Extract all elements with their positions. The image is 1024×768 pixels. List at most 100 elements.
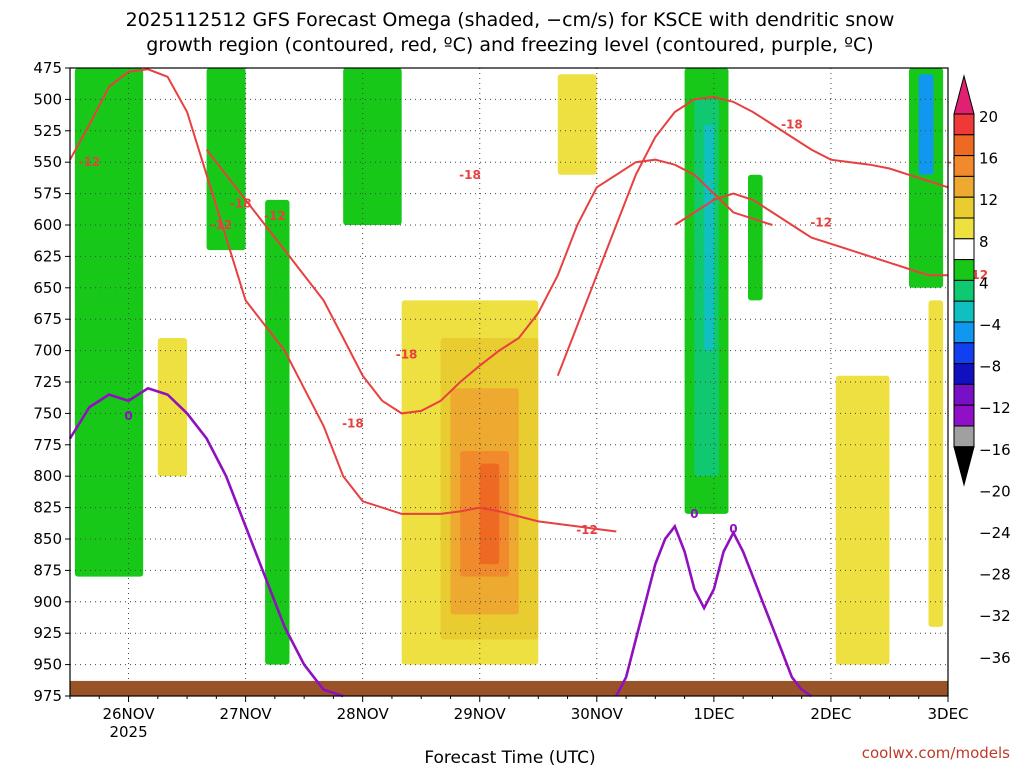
- colorbar-swatch: [953, 300, 975, 323]
- omega-region-8: [479, 463, 500, 565]
- colorbar-swatch: [953, 383, 975, 406]
- y-tick-label: 750: [33, 404, 62, 422]
- x-axis-label: Forecast Time (UTC): [424, 748, 595, 768]
- colorbar-swatch: [953, 425, 975, 448]
- contour-line-2: [556, 95, 949, 377]
- site-credit[interactable]: coolwx.com/models: [862, 744, 1010, 762]
- contour-label: -18: [459, 168, 481, 182]
- x-tick-label: 30NOV: [571, 705, 624, 723]
- colorbar-bottom-arrow: [953, 446, 975, 487]
- x-tick-label: 2DEC: [810, 705, 851, 723]
- contour-label: 0: [690, 507, 698, 521]
- colorbar-swatch: [953, 363, 975, 385]
- y-tick-label: 775: [33, 436, 62, 454]
- colorbar-label: 8: [979, 233, 989, 251]
- omega-region-11: [265, 199, 290, 665]
- x-tick-label: 3DEC: [927, 705, 968, 723]
- x-tick-label: 28NOV: [337, 705, 390, 723]
- x-axis-ticks: 26NOV 27NOV 28NOV 29NOV 30NOV 1DEC 2DEC 3DEC 202…: [69, 696, 969, 741]
- contour-line-3: [674, 192, 948, 277]
- contour-line-0: [69, 68, 617, 533]
- contour-line-4: [68, 386, 344, 698]
- y-tick-label: 800: [33, 467, 62, 485]
- y-tick-label: 525: [33, 122, 62, 140]
- colorbar-swatch: [953, 155, 975, 177]
- x-tick-label: 26NOV: [102, 705, 155, 723]
- omega-region-9: [74, 68, 144, 577]
- y-tick-label: 700: [33, 342, 62, 360]
- omega-shading: [74, 68, 944, 665]
- colorbar-label: −20: [979, 482, 1011, 500]
- colorbar-swatch: [953, 404, 975, 427]
- x-tick-label: 29NOV: [454, 705, 507, 723]
- colorbar-swatch: [953, 321, 975, 344]
- temperature-contours: [68, 68, 949, 698]
- colorbar-label: −16: [979, 441, 1011, 459]
- y-tick-label: 925: [33, 624, 62, 642]
- contour-label: -12: [210, 218, 232, 232]
- colorbar-label: 12: [979, 191, 998, 209]
- contour-label: -18: [396, 347, 418, 361]
- colorbar-label: −24: [979, 524, 1011, 542]
- y-tick-label: 875: [33, 561, 62, 579]
- y-tick-label: 650: [33, 279, 62, 297]
- ground-surface: [70, 680, 948, 696]
- chart-title-line2: growth region (contoured, red, ºC) and f…: [146, 34, 873, 56]
- y-tick-label: 550: [33, 153, 62, 171]
- colorbar-label: 20: [979, 108, 998, 126]
- y-tick-label: 625: [33, 247, 62, 265]
- colorbar-swatch: [953, 175, 975, 198]
- omega-region-4: [928, 300, 944, 627]
- y-tick-label: 900: [33, 593, 62, 611]
- omega-region-1: [157, 338, 188, 477]
- x-tick-label: 1DEC: [693, 705, 734, 723]
- contour-label: 0: [729, 522, 737, 536]
- colorbar-top-arrow: [953, 74, 975, 115]
- y-tick-label: 575: [33, 185, 62, 203]
- y-tick-label: 675: [33, 310, 62, 328]
- colorbar-swatch: [953, 238, 975, 261]
- omega-region-12: [343, 68, 402, 225]
- contour-line-1: [205, 148, 773, 415]
- colorbar-label: −4: [979, 316, 1001, 334]
- omega-region-18: [918, 74, 934, 175]
- y-tick-label: 975: [33, 687, 62, 705]
- omega-region-17: [704, 124, 714, 351]
- contour-label: -12: [79, 155, 101, 169]
- y-tick-label: 825: [33, 499, 62, 517]
- x-tick-label: 27NOV: [220, 705, 273, 723]
- colorbar: 20 16 12 8 4 −4 −8 −12 −16 −20 −24 −28 −32 −36: [953, 74, 1011, 667]
- contour-label: -18: [781, 118, 803, 132]
- contour-label: -12: [810, 215, 832, 229]
- y-axis-ticks: 475 500 525 550 575 600 625 650 675 700 725 750 775 8…: [33, 59, 70, 705]
- colorbar-swatch: [953, 134, 975, 157]
- contour-label: -12: [576, 523, 598, 537]
- ground-band: [70, 680, 948, 696]
- colorbar-swatch: [953, 196, 975, 219]
- y-tick-label: 725: [33, 373, 62, 391]
- chart-title-line1: 2025112512 GFS Forecast Omega (shaded, −…: [126, 9, 895, 31]
- colorbar-label: 16: [979, 150, 998, 168]
- contour-label: -18: [230, 197, 252, 211]
- colorbar-label: −28: [979, 566, 1011, 584]
- colorbar-label: 4: [979, 274, 989, 292]
- y-tick-label: 475: [33, 59, 62, 77]
- y-tick-label: 850: [33, 530, 62, 548]
- contour-label: -18: [342, 416, 364, 430]
- omega-region-14: [748, 174, 763, 301]
- contour-line-5: [615, 523, 813, 698]
- x-year-label: 2025: [109, 723, 147, 741]
- omega-region-15: [908, 68, 944, 288]
- colorbar-label: −36: [979, 649, 1011, 667]
- y-tick-label: 500: [33, 90, 62, 108]
- contour-label: -12: [264, 209, 286, 223]
- colorbar-swatch: [953, 113, 975, 136]
- colorbar-swatch: [953, 342, 975, 365]
- colorbar-swatch: [953, 259, 975, 281]
- y-tick-label: 950: [33, 656, 62, 674]
- contour-label: 0: [124, 409, 132, 423]
- y-tick-label: 600: [33, 216, 62, 234]
- colorbar-label: −32: [979, 607, 1011, 625]
- omega-region-3: [835, 375, 890, 665]
